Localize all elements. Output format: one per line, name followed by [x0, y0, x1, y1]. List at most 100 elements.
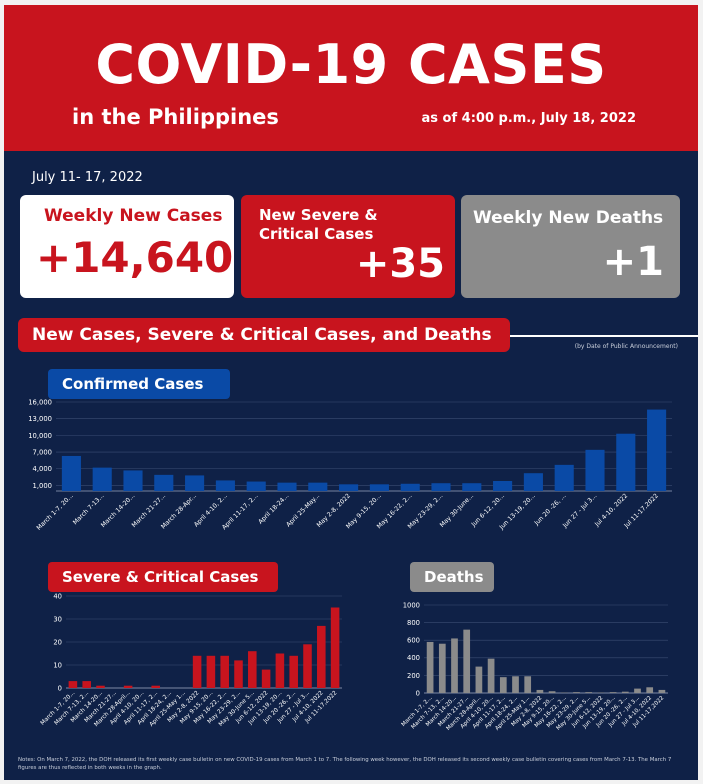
confirmed-bar [123, 470, 143, 491]
section-divider [510, 335, 698, 337]
weekly-new-deaths-value: +1 [602, 239, 664, 285]
infographic: COVID-19 CASES in the Philippines as of … [4, 5, 698, 780]
confirmed-category-label: March 7-13... [72, 492, 106, 526]
deaths-bar [621, 691, 629, 693]
deaths-bar [512, 676, 519, 693]
weekly-new-cases-value: +14,640 [36, 233, 234, 282]
deaths-bar [634, 688, 641, 693]
confirmed-chart-title: Confirmed Cases [48, 369, 230, 399]
severe-bar [68, 681, 78, 688]
weekly-new-deaths-card: Weekly New Deaths +1 [461, 195, 680, 298]
severe-bar [248, 651, 257, 688]
deaths-ytick-label: 800 [407, 619, 420, 627]
severe-bar [317, 625, 326, 688]
confirmed-bar [616, 433, 636, 491]
confirmed-bar [585, 449, 605, 491]
deaths-bar [463, 629, 471, 693]
confirmed-ytick-label: 7,000 [33, 448, 52, 456]
deaths-ytick-label: 1000 [403, 601, 420, 609]
deaths-chart-title: Deaths [410, 562, 494, 592]
confirmed-bar [246, 481, 266, 491]
charts-canvas: 1,000 4,000 7,000 10,000 13,000 16,000 March 1… [28, 398, 672, 732]
confirmed-bar [493, 480, 513, 491]
severe-chart-title: Severe & Critical Cases [48, 562, 278, 592]
confirmed-ytick-label: 16,000 [28, 398, 52, 406]
confirmed-ytick-label: 13,000 [28, 415, 52, 423]
deaths-ytick-label: 600 [407, 637, 420, 645]
severe-ytick-label: 0 [58, 684, 62, 692]
severe-bar [275, 653, 285, 688]
confirmed-bar [308, 482, 328, 491]
deaths-bar [536, 689, 544, 693]
deaths-bar [524, 676, 532, 693]
header-banner: COVID-19 CASES in the Philippines as of … [4, 5, 698, 151]
confirmed-bar [61, 455, 81, 491]
deaths-bar [658, 689, 666, 693]
confirmed-bar [369, 484, 389, 491]
confirmed-ytick-label: 1,000 [33, 482, 52, 490]
confirmed-ytick-label: 4,000 [33, 465, 52, 473]
severe-ytick-label: 10 [53, 661, 62, 669]
section-banner: New Cases, Severe & Critical Cases, and … [18, 318, 510, 352]
severe-bar [289, 655, 298, 688]
deaths-bar [438, 643, 446, 693]
confirmed-bar [185, 475, 205, 491]
severe-bar [192, 655, 202, 688]
weekly-new-cases-card: Weekly New Cases +14,640 [20, 195, 234, 298]
severe-bar [261, 669, 271, 688]
deaths-bar [646, 687, 654, 693]
deaths-bar [426, 641, 434, 693]
confirmed-category-label: March 1-7, 20... [35, 492, 74, 531]
confirmed-bar [92, 467, 112, 491]
severe-ytick-label: 30 [53, 615, 62, 623]
confirmed-ytick-label: 10,000 [28, 432, 52, 440]
severe-ytick-label: 20 [53, 638, 62, 646]
confirmed-bar [400, 483, 420, 491]
new-severe-critical-card: New Severe & Critical Cases +35 [241, 195, 455, 298]
confirmed-bar [647, 409, 667, 491]
confirmed-bar [431, 483, 451, 491]
severe-bar [220, 655, 229, 688]
deaths-bar [573, 692, 580, 693]
new-severe-critical-value: +35 [355, 241, 445, 287]
weekly-new-cases-label: Weekly New Cases [44, 206, 223, 226]
severe-bar [123, 685, 133, 688]
deaths-bar [451, 638, 458, 693]
as-of-date: as of 4:00 p.m., July 18, 2022 [421, 111, 637, 126]
deaths-ytick-label: 400 [407, 654, 420, 662]
deaths-bar [609, 692, 617, 693]
deaths-ytick-label: 200 [407, 672, 420, 680]
severe-bar [151, 685, 160, 688]
footnote: Notes: On March 7, 2022, the DOH release… [18, 757, 672, 771]
deaths-bar [475, 666, 483, 693]
confirmed-bar [277, 482, 297, 491]
confirmed-bar [339, 484, 359, 491]
deaths-bar [487, 658, 495, 693]
confirmed-bar [462, 483, 482, 491]
severe-bar [96, 685, 105, 688]
weekly-new-deaths-label: Weekly New Deaths [473, 208, 664, 228]
deaths-ytick-label: 0 [416, 689, 420, 697]
week-range: July 11- 17, 2022 [32, 170, 143, 185]
deaths-bar [585, 692, 593, 693]
confirmed-bar [215, 480, 235, 491]
severe-chart-title-text: Severe & Critical Cases [62, 568, 259, 586]
confirmed-bar [554, 464, 574, 491]
severe-bar [206, 655, 216, 688]
page-subtitle: in the Philippines [72, 105, 279, 129]
severe-bar [303, 644, 312, 688]
deaths-bar [499, 677, 507, 693]
deaths-chart-title-text: Deaths [424, 568, 484, 586]
confirmed-bar [523, 473, 543, 491]
section-note: (by Date of Public Announcement) [574, 343, 678, 350]
severe-bar [234, 660, 243, 688]
severe-ytick-label: 40 [53, 592, 62, 600]
severe-bar [82, 681, 91, 688]
page-title: COVID-19 CASES [95, 33, 607, 96]
confirmed-chart-title-text: Confirmed Cases [62, 375, 204, 393]
deaths-bar [548, 691, 556, 693]
section-title: New Cases, Severe & Critical Cases, and … [32, 325, 492, 345]
confirmed-bar [154, 474, 174, 491]
severe-bar [330, 607, 340, 688]
confirmed-category-label: April 18-24... [257, 492, 290, 525]
